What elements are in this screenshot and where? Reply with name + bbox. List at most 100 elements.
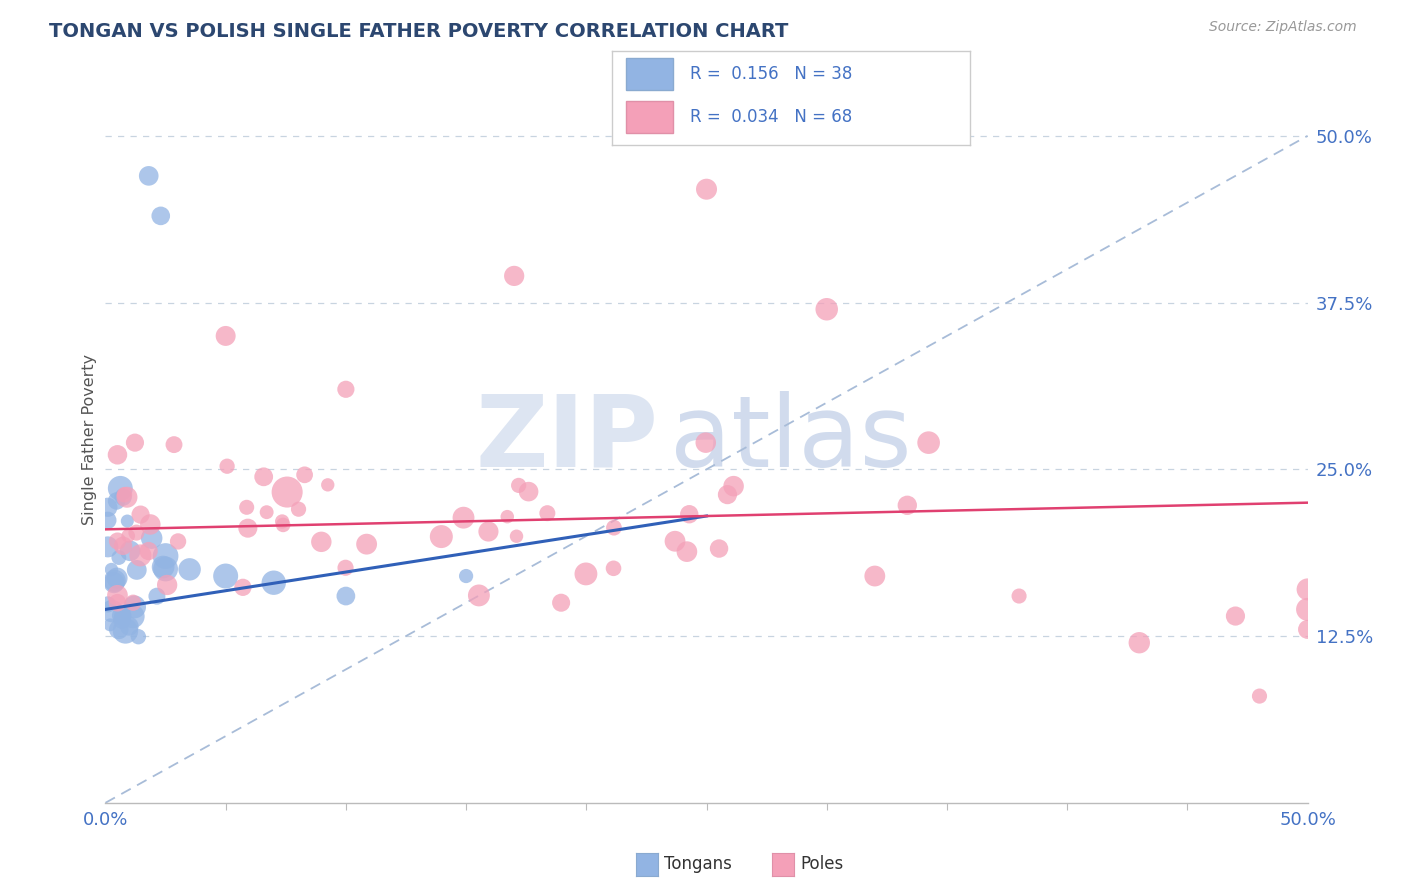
Point bbox=[536, 506, 558, 520]
Point bbox=[1296, 602, 1319, 616]
Point bbox=[112, 488, 135, 502]
Point bbox=[335, 382, 357, 396]
Text: R =  0.034   N = 68: R = 0.034 N = 68 bbox=[690, 108, 852, 127]
Point bbox=[678, 507, 700, 521]
Point bbox=[125, 525, 148, 540]
Point bbox=[112, 539, 135, 553]
Point bbox=[454, 569, 477, 583]
Point bbox=[723, 479, 745, 493]
Point bbox=[129, 508, 152, 522]
Point bbox=[430, 530, 453, 544]
Text: R =  0.156   N = 38: R = 0.156 N = 38 bbox=[690, 65, 853, 83]
Point bbox=[124, 599, 146, 614]
Point bbox=[97, 598, 120, 612]
Point bbox=[664, 534, 686, 549]
Point bbox=[100, 562, 122, 576]
Point bbox=[356, 537, 378, 551]
Point bbox=[155, 549, 177, 563]
Point bbox=[505, 529, 527, 543]
Point bbox=[105, 571, 128, 585]
Point bbox=[602, 561, 624, 575]
Text: Source: ZipAtlas.com: Source: ZipAtlas.com bbox=[1209, 20, 1357, 34]
Point bbox=[316, 478, 339, 492]
Point bbox=[550, 596, 572, 610]
Point bbox=[103, 575, 125, 590]
Point bbox=[232, 580, 254, 594]
Y-axis label: Single Father Poverty: Single Father Poverty bbox=[82, 354, 97, 524]
Text: TONGAN VS POLISH SINGLE FATHER POVERTY CORRELATION CHART: TONGAN VS POLISH SINGLE FATHER POVERTY C… bbox=[49, 22, 789, 41]
Point bbox=[121, 609, 143, 624]
Point bbox=[98, 618, 121, 632]
Text: ZIP: ZIP bbox=[475, 391, 658, 488]
Point bbox=[111, 613, 134, 627]
Point bbox=[294, 467, 316, 482]
Point bbox=[115, 490, 138, 504]
Point bbox=[129, 549, 152, 563]
Point bbox=[468, 589, 491, 603]
Point bbox=[107, 623, 129, 637]
Point bbox=[1296, 623, 1319, 637]
Point bbox=[141, 531, 163, 545]
Point bbox=[138, 169, 160, 183]
Point bbox=[1008, 589, 1031, 603]
Point bbox=[214, 569, 236, 583]
Point bbox=[1249, 689, 1271, 703]
Point bbox=[256, 505, 278, 519]
Point bbox=[97, 513, 120, 527]
Point bbox=[101, 604, 124, 618]
Point bbox=[110, 481, 132, 495]
Point bbox=[152, 560, 174, 574]
Point bbox=[311, 534, 333, 549]
Point bbox=[696, 182, 718, 196]
Point bbox=[575, 566, 598, 581]
Point bbox=[716, 488, 738, 502]
Point bbox=[108, 550, 131, 565]
Point bbox=[139, 517, 162, 532]
Point bbox=[149, 209, 172, 223]
Point bbox=[124, 435, 146, 450]
Point bbox=[117, 529, 139, 543]
Point bbox=[112, 490, 135, 504]
Point bbox=[335, 561, 357, 575]
Point bbox=[896, 498, 918, 512]
Point bbox=[120, 544, 142, 558]
Point bbox=[271, 515, 294, 529]
Point bbox=[138, 544, 160, 558]
Point bbox=[125, 563, 148, 577]
Point bbox=[271, 517, 294, 532]
Point bbox=[179, 562, 201, 576]
Text: atlas: atlas bbox=[671, 391, 912, 488]
Point bbox=[1296, 582, 1319, 597]
Text: Poles: Poles bbox=[800, 855, 844, 873]
Point bbox=[107, 448, 129, 462]
Point bbox=[707, 541, 730, 556]
Point bbox=[863, 569, 886, 583]
Point bbox=[217, 459, 239, 474]
Point bbox=[155, 562, 177, 576]
Point bbox=[114, 624, 136, 638]
Point bbox=[335, 589, 357, 603]
Point bbox=[477, 524, 499, 539]
Point bbox=[503, 268, 526, 283]
Point bbox=[107, 534, 129, 549]
Point bbox=[156, 578, 179, 592]
Point bbox=[122, 596, 145, 610]
Point bbox=[127, 630, 149, 644]
Point bbox=[214, 329, 236, 343]
Point bbox=[117, 514, 139, 528]
Point bbox=[235, 500, 257, 515]
Point bbox=[111, 608, 134, 623]
Point bbox=[97, 500, 120, 515]
Point bbox=[1225, 609, 1247, 624]
Point bbox=[815, 302, 838, 317]
Point bbox=[104, 574, 127, 588]
Point bbox=[105, 494, 128, 508]
Point bbox=[236, 521, 259, 535]
Text: Tongans: Tongans bbox=[664, 855, 731, 873]
Point bbox=[1128, 636, 1150, 650]
Point bbox=[676, 544, 699, 558]
Point bbox=[695, 435, 717, 450]
Point bbox=[263, 575, 285, 590]
Point bbox=[287, 502, 309, 516]
Point bbox=[517, 484, 540, 499]
